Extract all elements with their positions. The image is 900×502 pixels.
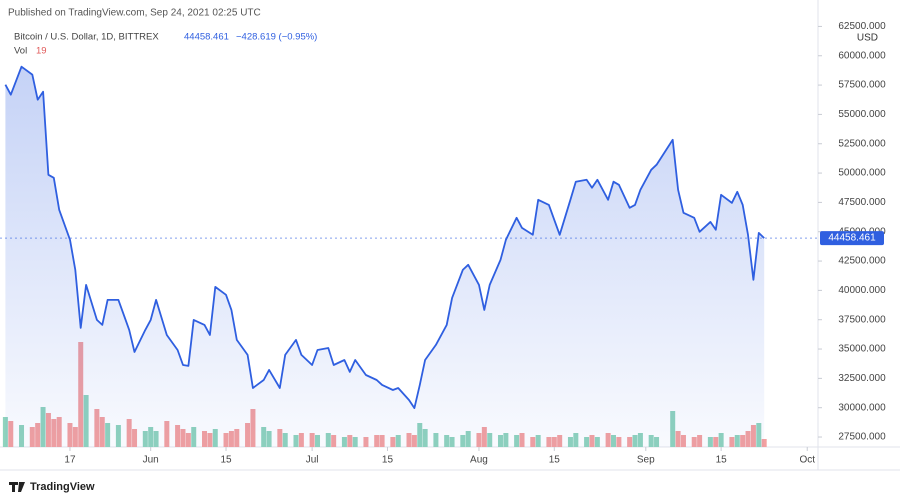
y-tick-label: 35000.000 <box>838 344 886 355</box>
symbol-title: Bitcoin / U.S. Dollar, 1D, BITTREX <box>14 32 159 43</box>
currency: USD <box>857 33 878 44</box>
x-tick-label: 15 <box>716 455 728 466</box>
price-change: −428.619 (−0.95%) <box>236 32 317 43</box>
y-tick-label: 40000.000 <box>838 285 886 296</box>
x-tick-label: Sep <box>637 455 655 466</box>
x-tick-label: 15 <box>220 455 232 466</box>
x-tick-label: 15 <box>549 455 561 466</box>
x-tick-label: 15 <box>382 455 394 466</box>
brand-logo <box>9 482 25 492</box>
x-tick-label: Jul <box>306 455 319 466</box>
y-tick-label: 27500.000 <box>838 432 886 443</box>
y-tick-label: 62500.000 <box>838 21 886 32</box>
volume-value: 19 <box>36 46 47 57</box>
x-tick-label: Oct <box>799 455 815 466</box>
x-tick-label: Jun <box>143 455 159 466</box>
last-price: 44458.461 <box>184 32 229 43</box>
y-tick-label: 42500.000 <box>838 256 886 267</box>
last-price-box <box>820 231 884 246</box>
x-tick-label: 17 <box>64 455 76 466</box>
y-tick-label: 57500.000 <box>838 80 886 91</box>
volume-bar <box>2 417 8 447</box>
plot: 27500.000 30000.000 32500.000 35000.000 3750… <box>0 21 886 466</box>
price-area <box>5 66 765 447</box>
brand: TradingView <box>30 481 95 493</box>
published: Published on TradingView.com, Sep 24, 20… <box>8 8 261 19</box>
y-tick-label: 30000.000 <box>838 402 886 413</box>
y-tick-label: 52500.000 <box>838 138 886 149</box>
y-tick-label: 55000.000 <box>838 109 886 120</box>
y-tick-label: 37500.000 <box>838 314 886 325</box>
y-tick-label: 60000.000 <box>838 50 886 61</box>
price-line <box>4 65 765 409</box>
x-tick-label: Aug <box>470 455 488 466</box>
volume-label: Vol <box>14 46 27 57</box>
y-tick-label: 50000.000 <box>838 168 886 179</box>
y-tick-label: 47500.000 <box>838 197 886 208</box>
y-tick-label: 32500.000 <box>838 373 886 384</box>
last-price-label: 44458.461 <box>828 233 876 244</box>
